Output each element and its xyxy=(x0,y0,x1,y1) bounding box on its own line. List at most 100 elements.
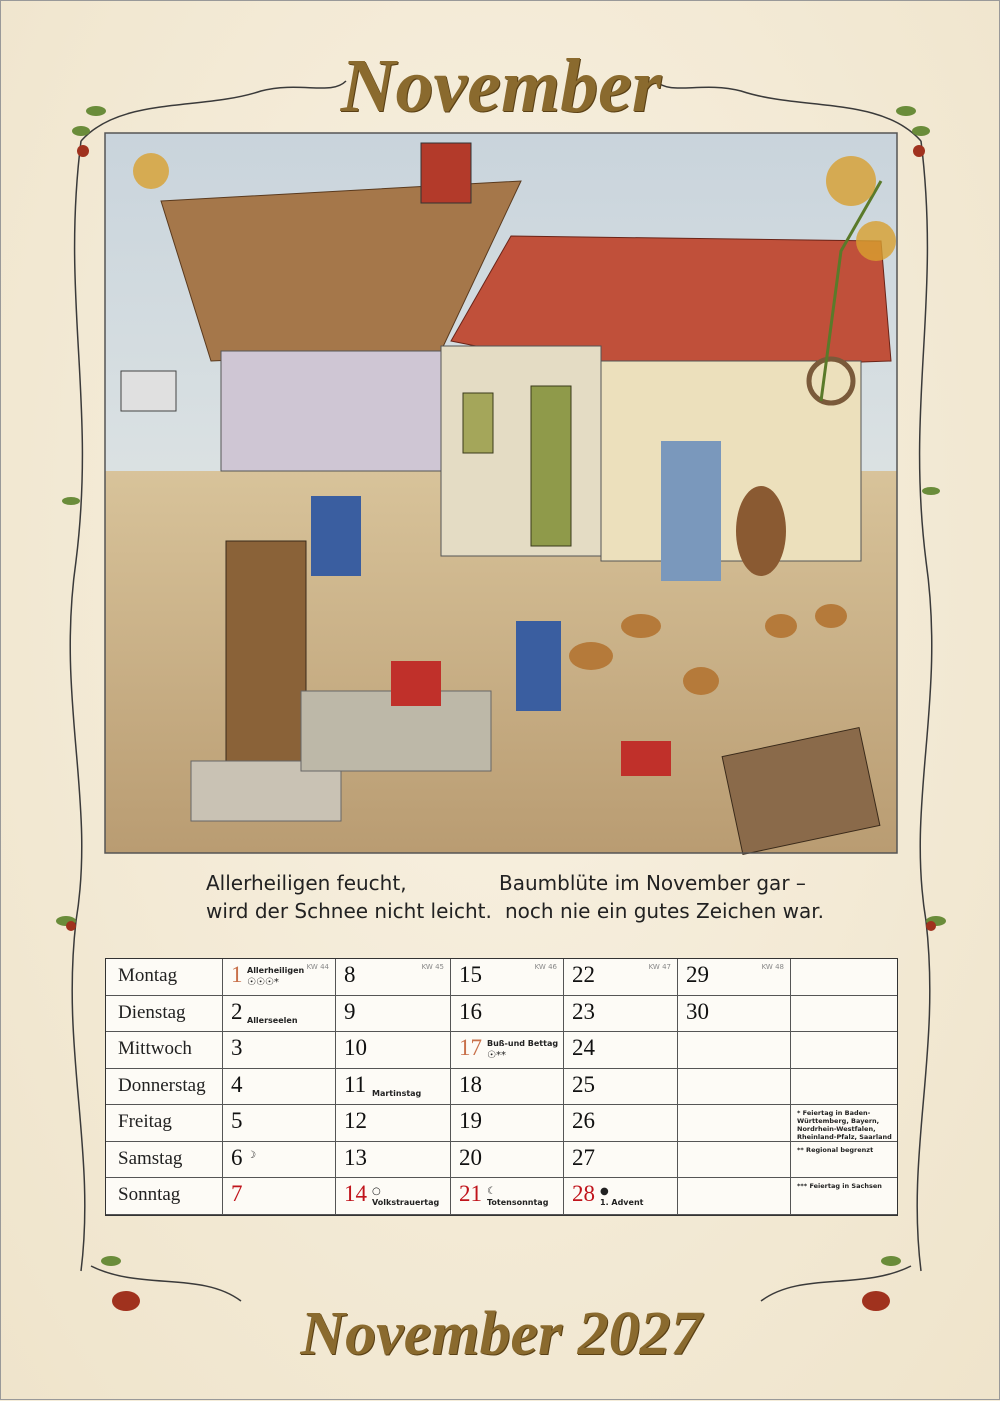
day-number: 23 xyxy=(572,998,595,1024)
day-number: 22 xyxy=(572,962,595,987)
quote-line: Allerheiligen feucht, xyxy=(206,871,407,895)
weekday: Freitag xyxy=(106,1105,223,1142)
week-number: KW 45 xyxy=(421,963,444,971)
day-cell: 4 xyxy=(223,1068,336,1106)
weekday: Montag xyxy=(106,959,223,996)
day-cell: 11 Martinstag xyxy=(336,1068,451,1106)
day-number: 21 xyxy=(459,1181,482,1207)
day-cell: KW 48 29 xyxy=(678,959,791,996)
day-note: Martinstag xyxy=(372,1088,422,1098)
day-note: Allerheiligen xyxy=(247,966,305,975)
day-symbol: ☽ xyxy=(247,1149,256,1161)
day-number: 5 xyxy=(231,1108,243,1134)
day-cell: 24 xyxy=(564,1032,678,1069)
day-number: 16 xyxy=(459,998,482,1024)
week-number: KW 48 xyxy=(761,963,784,971)
weekday: Mittwoch xyxy=(106,1032,223,1069)
week-number: KW 47 xyxy=(648,963,671,971)
week-number: KW 46 xyxy=(534,963,557,971)
page-title: November xyxy=(340,44,662,128)
day-number: 30 xyxy=(686,998,709,1024)
day-cell: 9 xyxy=(336,995,451,1033)
quote: Allerheiligen feucht, wird der Schnee ni… xyxy=(206,869,492,925)
day-symbol: ☉** xyxy=(487,1050,506,1062)
day-cell xyxy=(678,1141,791,1179)
footnote: ** Regional begrenzt xyxy=(797,1145,874,1154)
day-number: 27 xyxy=(572,1144,595,1170)
day-number: 25 xyxy=(572,1071,595,1097)
day-cell: 27 xyxy=(564,1141,678,1179)
day-number: 29 xyxy=(686,962,709,987)
footnote-cell: *** Feiertag in Sachsen xyxy=(791,1178,897,1215)
footnote: * Feiertag in Baden-Württemberg, Bayern,… xyxy=(797,1109,892,1142)
day-cell: KW 46 15 xyxy=(451,959,564,996)
day-number: 4 xyxy=(231,1071,243,1097)
day-cell: KW 44 1 ☉☉☉* Allerheiligen xyxy=(223,959,336,996)
day-symbol: ☉☉☉* xyxy=(247,977,279,988)
day-cell: KW 47 22 xyxy=(564,959,678,996)
day-note: Volkstrauertag xyxy=(372,1198,440,1208)
day-cell xyxy=(678,1068,791,1106)
quote-line: Baumblüte im November gar – xyxy=(499,871,806,895)
day-cell: 7 xyxy=(223,1178,336,1215)
ribbons xyxy=(66,145,936,1311)
quote-line: wird der Schnee nicht leicht. xyxy=(206,899,492,923)
day-symbol: ☾ xyxy=(487,1186,496,1198)
footnote: *** Feiertag in Sachsen xyxy=(797,1182,882,1191)
weekday: Samstag xyxy=(106,1141,223,1179)
day-cell: 13 xyxy=(336,1141,451,1179)
day-number: 8 xyxy=(344,962,356,987)
day-note: Allerseelen xyxy=(247,1015,298,1025)
day-number: 15 xyxy=(459,962,482,987)
day-cell: 21 ☾ Totensonntag xyxy=(451,1178,564,1215)
illustration xyxy=(104,132,898,856)
day-number: 7 xyxy=(231,1181,243,1207)
day-cell: 16 xyxy=(451,995,564,1033)
footnote-cell: ** Regional begrenzt xyxy=(791,1142,897,1179)
day-number: 3 xyxy=(231,1035,243,1061)
day-cell: 6 ☽ xyxy=(223,1141,336,1179)
day-number: 17 xyxy=(459,1035,482,1061)
vine-border xyxy=(69,80,933,1302)
day-cell: 10 xyxy=(336,1032,451,1069)
day-number: 2 xyxy=(231,998,243,1024)
day-cell: 20 xyxy=(451,1141,564,1179)
day-number: 6 xyxy=(231,1144,243,1170)
calendar-grid: Montag KW 44 1 ☉☉☉* Allerheiligen KW 45 8 KW 46… xyxy=(105,958,898,1216)
day-number: 20 xyxy=(459,1144,482,1170)
day-number: 9 xyxy=(344,998,356,1024)
day-note: Totensonntag xyxy=(487,1198,549,1208)
day-cell: 2 Allerseelen xyxy=(223,995,336,1033)
day-number: 13 xyxy=(344,1144,367,1170)
day-cell: 12 xyxy=(336,1105,451,1142)
day-note: 1. Advent xyxy=(600,1198,644,1208)
day-note: Buß-und Bettag xyxy=(487,1039,559,1049)
footnote-cell xyxy=(791,1032,897,1069)
day-cell: 14 ○ Volkstrauertag xyxy=(336,1178,451,1215)
quote-line: noch nie ein gutes Zeichen war. xyxy=(505,899,824,923)
day-symbol: ○ xyxy=(372,1186,381,1198)
quote: Baumblüte im November gar – noch nie ein… xyxy=(499,869,824,925)
day-number: 26 xyxy=(572,1108,595,1134)
day-cell xyxy=(678,1105,791,1142)
day-cell: 25 xyxy=(564,1068,678,1106)
day-number: 28 xyxy=(572,1181,595,1207)
footer-title: November 2027 xyxy=(300,1300,702,1368)
day-symbol: ● xyxy=(600,1186,609,1198)
day-cell: 28 ● 1. Advent xyxy=(564,1178,678,1215)
footnote-cell xyxy=(791,1069,897,1106)
day-number: 12 xyxy=(344,1108,367,1134)
week-number: KW 44 xyxy=(306,963,329,971)
day-cell: 18 xyxy=(451,1068,564,1106)
day-number: 10 xyxy=(344,1035,367,1061)
weekday: Sonntag xyxy=(106,1178,223,1215)
day-cell: 5 xyxy=(223,1105,336,1142)
day-cell: 30 xyxy=(678,995,791,1033)
day-number: 24 xyxy=(572,1035,595,1061)
weekday: Dienstag xyxy=(106,995,223,1033)
day-number: 11 xyxy=(344,1071,367,1097)
day-cell: 26 xyxy=(564,1105,678,1142)
day-cell xyxy=(678,1032,791,1069)
